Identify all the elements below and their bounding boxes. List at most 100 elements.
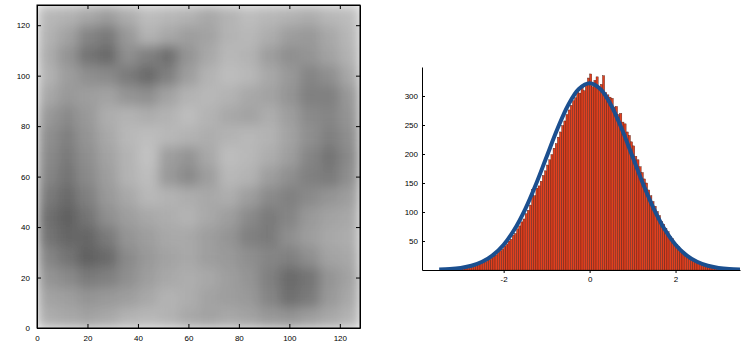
cell (320, 187, 341, 208)
cell (219, 126, 240, 147)
cell (37, 227, 58, 248)
tick-label: 60 (21, 173, 30, 182)
cell (57, 146, 78, 167)
cell (98, 288, 119, 309)
cell (118, 25, 139, 46)
bar (510, 239, 512, 270)
bar (544, 171, 546, 270)
cell (77, 146, 98, 167)
cell (118, 106, 139, 127)
cell (340, 207, 360, 228)
cell (279, 66, 300, 87)
cell (138, 86, 159, 107)
cell (259, 86, 280, 107)
bar (555, 144, 557, 270)
tick (138, 5, 139, 9)
cell (199, 187, 220, 208)
cell (239, 106, 260, 127)
heatmap (37, 5, 360, 328)
bar (527, 210, 529, 270)
cell (199, 247, 220, 268)
cell (299, 106, 320, 127)
tick: 0 (26, 324, 41, 333)
cell (98, 5, 119, 26)
cell (37, 267, 58, 288)
tick (356, 278, 360, 279)
cell (158, 66, 179, 87)
cell (118, 66, 139, 87)
tick-label: 80 (21, 122, 30, 131)
bar (538, 186, 540, 270)
y-axis-right-line (360, 6, 361, 329)
bar (514, 233, 516, 270)
cell (320, 66, 341, 87)
cell (37, 247, 58, 268)
cell (178, 187, 199, 208)
tick-mark (37, 177, 41, 178)
cell (239, 227, 260, 248)
tick: 60 (21, 173, 41, 182)
x-axis: 020406080100120 (35, 324, 360, 343)
cell (98, 45, 119, 66)
bar (605, 93, 607, 270)
cell (340, 25, 360, 46)
cell (279, 187, 300, 208)
tick (356, 177, 360, 178)
tick: 100 (17, 72, 41, 81)
bar (585, 83, 587, 270)
bar (577, 90, 579, 270)
bar (499, 251, 501, 270)
cell (219, 288, 240, 309)
tick: 100 (405, 208, 425, 217)
cell (158, 25, 179, 46)
cell (340, 66, 360, 87)
tick-mark (188, 5, 189, 9)
tick (356, 328, 360, 329)
cell (279, 106, 300, 127)
cell (259, 288, 280, 309)
cell (259, 267, 280, 288)
y-axis-right (356, 6, 361, 329)
cell (178, 288, 199, 309)
cell (77, 247, 98, 268)
bar (521, 222, 523, 270)
cell (279, 126, 300, 147)
tick-label: 100 (17, 72, 31, 81)
cell (57, 308, 78, 328)
cell (118, 86, 139, 107)
cell (239, 25, 260, 46)
tick-mark (239, 324, 240, 328)
cell (178, 207, 199, 228)
cell (279, 167, 300, 188)
tick-mark (37, 126, 41, 127)
cell (199, 267, 220, 288)
cell (158, 45, 179, 66)
heatmap-cells (37, 5, 360, 328)
cell (158, 167, 179, 188)
cell (178, 66, 199, 87)
tick: 20 (21, 274, 41, 283)
cell (320, 146, 341, 167)
cell (98, 86, 119, 107)
tick (340, 5, 341, 9)
cell (57, 288, 78, 309)
cell (37, 45, 58, 66)
cell (37, 288, 58, 309)
cell (37, 167, 58, 188)
cell (199, 146, 220, 167)
cell (219, 187, 240, 208)
bar (575, 98, 577, 270)
tick: 120 (334, 324, 348, 343)
cell (138, 187, 159, 208)
tick-label: 300 (405, 92, 419, 101)
cell (118, 308, 139, 328)
bar (564, 121, 566, 270)
cell (178, 25, 199, 46)
cell (118, 126, 139, 147)
cell (118, 227, 139, 248)
tick: 300 (405, 92, 425, 101)
tick-label: 0 (35, 334, 40, 343)
cell (299, 146, 320, 167)
cell (37, 308, 58, 328)
cell (178, 247, 199, 268)
